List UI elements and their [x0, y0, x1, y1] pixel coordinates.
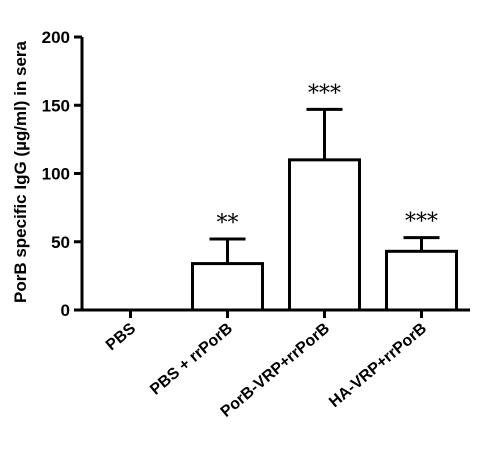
bar: [191, 262, 264, 312]
category-label: PorB-VRP+rrPorB: [218, 320, 333, 421]
y-tick-label: 100: [42, 165, 70, 184]
significance-label: ***: [405, 210, 438, 235]
y-axis-label: PorB specific IgG (µg/ml) in sera: [11, 40, 30, 303]
significance-label: **: [217, 211, 239, 236]
y-tick-label: 150: [42, 96, 70, 115]
y-tick-label: 50: [51, 233, 70, 252]
category-label: HA-VRP+rrPorB: [326, 320, 430, 411]
bar: [385, 249, 458, 312]
y-tick-label: 0: [61, 301, 70, 320]
y-axis-label-group: PorB specific IgG (µg/ml) in sera: [11, 40, 30, 303]
bar: [288, 158, 361, 312]
significance-label: ***: [308, 81, 341, 106]
y-ticks: 0 50 100 150 200: [42, 28, 82, 320]
bars: ********: [191, 81, 458, 312]
category-labels: PBS PBS + rrPorBPorB-VRP+rrPorBHA-VRP+rrP…: [103, 310, 430, 421]
category-label: PBS + rrPorB: [147, 320, 236, 398]
category-label: PBS: [103, 320, 139, 354]
y-tick-label: 200: [42, 28, 70, 47]
